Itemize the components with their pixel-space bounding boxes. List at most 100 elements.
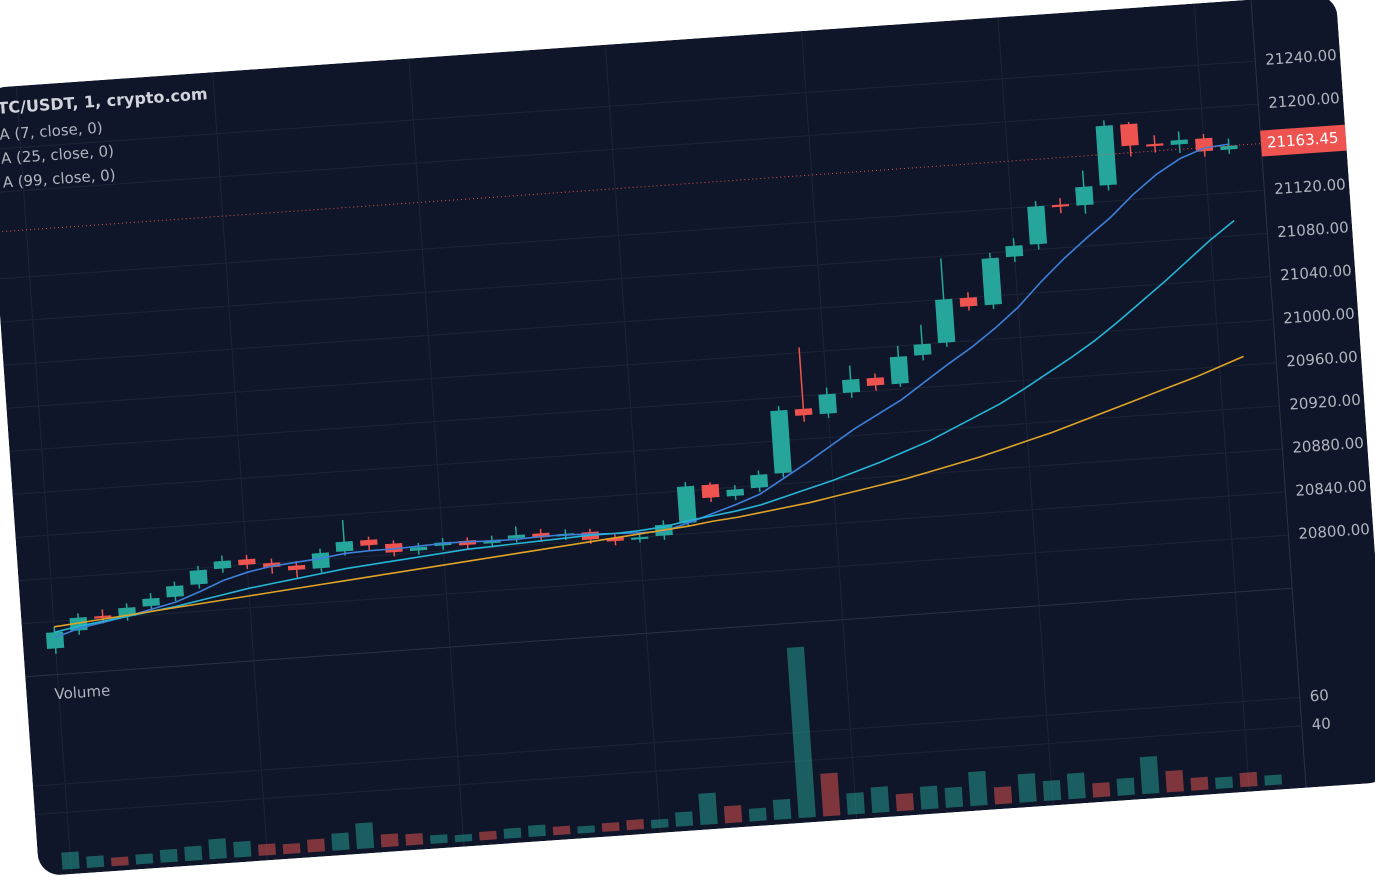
volume-grid-line xyxy=(34,725,1302,816)
volume-bar xyxy=(1139,756,1160,795)
candle-body xyxy=(507,534,526,539)
y-tick-label: 21240.00 xyxy=(1265,46,1338,69)
candle-body xyxy=(384,542,403,553)
volume-bar xyxy=(786,646,816,819)
volume-bar xyxy=(650,818,669,829)
volume-bar xyxy=(405,833,424,846)
plot xyxy=(45,120,1283,870)
candle-body xyxy=(889,356,909,385)
candle-body xyxy=(1051,204,1070,208)
candle-body xyxy=(189,569,208,585)
volume-bar xyxy=(601,822,620,832)
candle-body xyxy=(238,558,256,566)
candle-body xyxy=(866,377,885,386)
candle-body xyxy=(409,546,428,552)
volume-bar xyxy=(577,825,596,834)
volume-bar xyxy=(282,843,301,855)
last-price-box xyxy=(1260,124,1347,157)
grid-line xyxy=(21,534,1289,625)
volume-bar xyxy=(698,792,718,826)
candle-body xyxy=(959,297,978,307)
grid-line xyxy=(3,276,1271,366)
y-tick-label: 20800.00 xyxy=(1298,520,1371,543)
candle-body xyxy=(981,257,1002,306)
volume-bar xyxy=(86,855,105,868)
candle-body xyxy=(335,541,354,552)
grid-line xyxy=(6,319,1274,409)
candle-body xyxy=(631,536,649,540)
volume-bar xyxy=(454,833,473,843)
volume-bar xyxy=(527,824,546,838)
volume-bar xyxy=(895,793,915,812)
grid-line xyxy=(12,405,1280,495)
y-tick-label: 21000.00 xyxy=(1283,304,1356,327)
candle-body xyxy=(1005,245,1024,258)
candle-body xyxy=(1195,137,1214,152)
volume-bar xyxy=(258,843,276,856)
candle-body xyxy=(1220,145,1238,151)
y-tick-label: 20960.00 xyxy=(1286,348,1359,371)
volume-tick-label: 40 xyxy=(1311,714,1331,733)
candle-body xyxy=(676,485,697,524)
volume-bar xyxy=(1264,774,1283,786)
volume-bar xyxy=(552,825,571,836)
candle-body xyxy=(287,564,306,571)
volume-bar xyxy=(233,840,252,858)
candle-body xyxy=(913,343,932,356)
candle-body xyxy=(818,393,837,415)
candle-body xyxy=(311,552,330,569)
volume-bar xyxy=(919,785,939,810)
volume-bar xyxy=(1066,772,1086,800)
volume-bar xyxy=(331,832,350,851)
volume-bar xyxy=(944,786,964,808)
ma-line xyxy=(54,220,1235,634)
volume-bar xyxy=(870,786,890,814)
pane-divider xyxy=(25,587,1293,678)
ma-line xyxy=(54,355,1244,628)
candle-body xyxy=(1146,143,1164,147)
candle-body xyxy=(213,560,232,570)
candle-body xyxy=(794,408,813,416)
y-tick-label: 21080.00 xyxy=(1277,218,1350,241)
volume-bar xyxy=(1190,776,1209,791)
volume-bar xyxy=(626,819,645,831)
volume-bar xyxy=(306,838,326,853)
candle-body xyxy=(750,474,769,489)
volume-bar xyxy=(503,827,522,839)
grid-line-vertical xyxy=(997,17,1054,806)
volume-bar xyxy=(846,792,865,815)
volume-bar xyxy=(723,805,743,824)
volume-bar xyxy=(380,833,399,848)
volume-bar xyxy=(1215,776,1234,790)
grid-line-vertical xyxy=(604,44,661,833)
volume-bar xyxy=(993,786,1013,805)
volume-bar xyxy=(208,838,227,860)
candle-body xyxy=(701,484,720,499)
candle-body xyxy=(842,378,861,394)
volume-bar xyxy=(674,811,694,827)
volume-bar xyxy=(479,830,497,841)
grid-line xyxy=(0,60,1256,151)
volume-bar xyxy=(135,853,154,865)
volume-label: Volume xyxy=(54,681,111,703)
volume-bar xyxy=(110,856,129,867)
volume-bar xyxy=(1042,779,1062,802)
volume-bar xyxy=(61,851,80,870)
volume-tick-label: 60 xyxy=(1309,686,1329,705)
volume-bar xyxy=(1165,769,1184,793)
grid-line xyxy=(0,103,1259,194)
candle-body xyxy=(360,539,378,546)
y-tick-label: 21200.00 xyxy=(1268,89,1341,112)
y-tick-label: 20880.00 xyxy=(1292,434,1365,457)
volume-bar xyxy=(184,845,203,862)
volume-bar xyxy=(1092,782,1111,798)
y-tick-label: 21040.00 xyxy=(1280,261,1353,284)
grid-line xyxy=(9,362,1277,452)
volume-bar xyxy=(1017,773,1037,803)
candle-body xyxy=(94,615,112,619)
volume-bar xyxy=(748,807,767,822)
candle-body xyxy=(1120,123,1139,147)
grid-line xyxy=(0,232,1268,323)
